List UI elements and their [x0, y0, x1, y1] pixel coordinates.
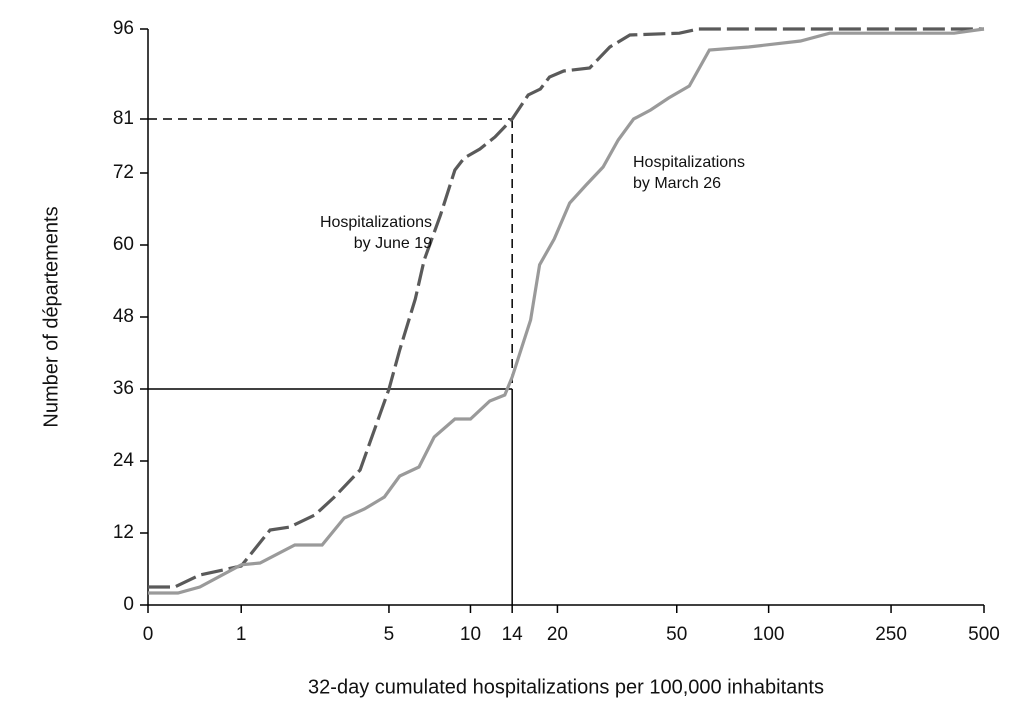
x-tick-label: 5 [384, 624, 395, 645]
y-tick-label: 60 [113, 234, 134, 255]
y-tick-label: 72 [113, 162, 134, 183]
x-tick-label: 1 [236, 624, 247, 645]
x-tick-label: 10 [460, 624, 481, 645]
y-tick-label: 12 [113, 522, 134, 543]
x-tick-label: 50 [666, 624, 687, 645]
y-axis-label: Number of départements [40, 206, 62, 427]
y-tick-label: 0 [123, 594, 134, 615]
x-tick-label: 250 [875, 624, 907, 645]
x-tick-label: 20 [547, 624, 568, 645]
x-tick-label: 100 [753, 624, 785, 645]
y-tick-label: 48 [113, 306, 134, 327]
x-tick-label: 0 [143, 624, 154, 645]
annotation: Hospitalizations [320, 214, 432, 231]
x-axis-label: 32-day cumulated hospitalizations per 10… [308, 676, 824, 698]
y-tick-label: 24 [113, 450, 135, 471]
series-line [148, 27, 985, 595]
x-tick-label: 14 [502, 624, 524, 645]
y-tick-label: 36 [113, 378, 134, 399]
annotation: Hospitalizations [633, 154, 745, 171]
annotation: by June 19 [354, 235, 432, 252]
x-tick-label: 500 [968, 624, 1000, 645]
y-tick-label: 81 [113, 108, 134, 129]
annotation: by March 26 [633, 175, 721, 192]
y-tick-label: 96 [113, 18, 134, 39]
series-line [148, 27, 984, 589]
